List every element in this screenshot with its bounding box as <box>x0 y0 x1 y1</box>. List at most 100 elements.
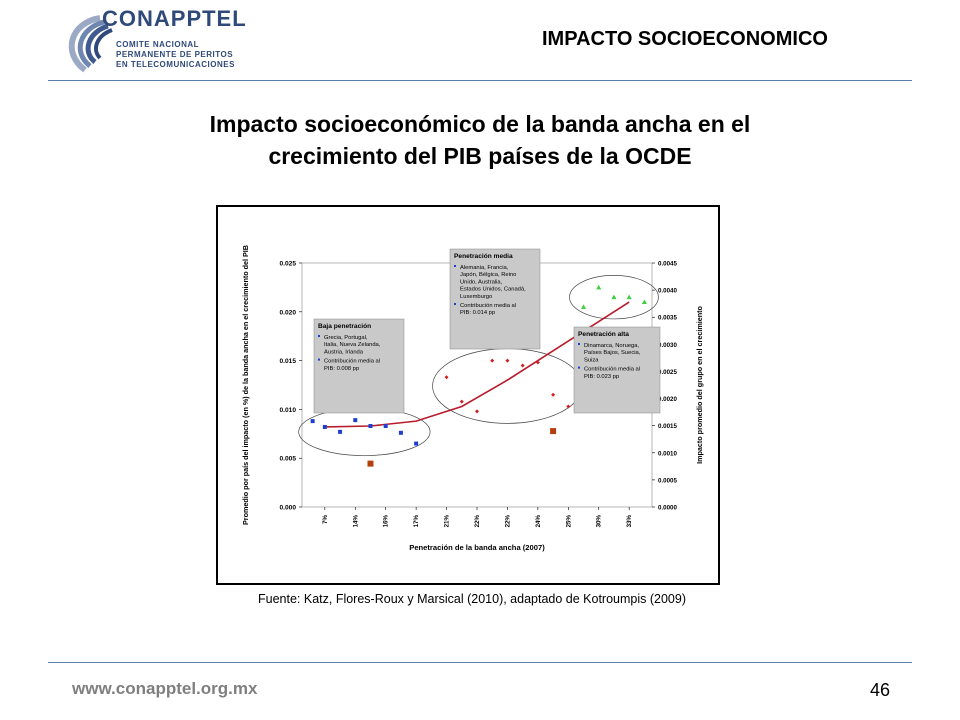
x-tick-label: 7% <box>322 515 329 524</box>
data-point <box>459 399 464 404</box>
bullet-icon <box>578 366 580 369</box>
y-tick-label: 0.020 <box>279 309 296 316</box>
y2-tick-label: 0.0025 <box>658 369 677 376</box>
data-point <box>444 375 449 380</box>
bullet-icon <box>454 303 456 305</box>
bullet-icon <box>318 335 320 337</box>
y2-tick-label: 0.0015 <box>658 423 677 430</box>
data-point <box>566 404 571 409</box>
page-number: 46 <box>870 680 891 700</box>
group-ellipse <box>298 407 431 456</box>
x-tick-label: 21% <box>444 515 451 528</box>
logo-line-3: EN TELECOMUNICACIONES <box>116 60 235 69</box>
annotation-text: Contribución media al <box>584 367 640 373</box>
source-note: Fuente: Katz, Flores-Roux y Marsical (20… <box>258 592 686 606</box>
annotation-text: PIB: 0.023 pp <box>584 374 619 380</box>
data-point <box>490 358 495 363</box>
annotation-text: Suiza <box>584 357 599 363</box>
data-point <box>551 392 556 397</box>
slide-title: Impacto socioeconómico de la banda ancha… <box>120 108 840 172</box>
data-point <box>626 294 632 300</box>
annotation-text: Japón, Bélgica, Reino <box>460 272 516 278</box>
y2-tick-label: 0.0040 <box>658 288 677 295</box>
data-point <box>338 429 343 434</box>
y-tick-label: 0.000 <box>279 505 296 512</box>
conapptel-logo <box>60 8 240 78</box>
data-point <box>641 299 647 305</box>
annotation-background <box>313 318 405 414</box>
annotation-text: Austria, Irlanda <box>324 349 364 355</box>
footer-url[interactable]: www.conapptel.org.mx <box>72 679 258 698</box>
data-point <box>322 424 327 429</box>
logo-swoosh-icon <box>68 15 113 73</box>
annotation-text: PIB: 0.008 pp <box>324 366 359 372</box>
data-point <box>596 284 602 290</box>
data-point <box>310 419 315 424</box>
y2-tick-label: 0.0045 <box>658 261 677 268</box>
x-tick-label: 25% <box>565 515 572 528</box>
annotation-text: Países Bajos, Suecia, <box>584 350 641 356</box>
y2-tick-label: 0.0020 <box>658 396 677 403</box>
annotation-background <box>449 248 541 350</box>
annotation-text: Alemania, Francia, <box>460 265 509 271</box>
x-tick-label: 22% <box>474 515 481 528</box>
y-tick-label: 0.005 <box>279 456 296 463</box>
y-tick-label: 0.015 <box>279 358 296 365</box>
y-tick-label: 0.025 <box>279 261 296 268</box>
group-average-point <box>550 428 557 435</box>
annotation-box: Penetración alta Dinamarca, Noruega,Paíse… <box>573 326 661 414</box>
data-point <box>611 294 617 300</box>
data-point <box>414 441 419 446</box>
data-point <box>535 360 540 365</box>
x-tick-label: 33% <box>626 515 633 528</box>
data-point <box>581 304 587 309</box>
annotation-text: Grecia, Portugal, <box>324 335 368 341</box>
header-divider <box>48 80 912 81</box>
annotation-title: Baja penetración <box>318 323 371 330</box>
section-title: IMPACTO SOCIOECONOMICO <box>542 28 828 50</box>
group-average-point <box>367 460 374 467</box>
bullet-icon <box>454 265 456 267</box>
data-point <box>353 418 358 423</box>
data-point <box>383 423 388 428</box>
data-point <box>520 363 525 368</box>
slide-title-line-2: crecimiento del PIB países de la OCDE <box>268 143 692 169</box>
y2-tick-label: 0.0005 <box>658 477 677 484</box>
y2-tick-label: 0.0035 <box>658 315 677 322</box>
annotation-box: Penetración media Alemania, Francia,Japón… <box>449 248 541 350</box>
annotation-box: Baja penetración Grecia, Portugal,Italia,… <box>313 318 405 414</box>
x-tick-label: 17% <box>413 515 420 528</box>
annotation-title: Penetración alta <box>578 331 629 338</box>
x-tick-label: 24% <box>535 515 542 528</box>
x-axis-label: Penetración de la banda ancha (2007) <box>409 543 545 552</box>
data-point <box>505 358 510 363</box>
data-point <box>475 409 479 414</box>
chart-frame: 0.000 0.005 0.010 0.015 0.020 0.025 0.0000 0.0… <box>216 205 720 585</box>
y-tick-label: 0.010 <box>279 407 296 414</box>
group-ellipse <box>569 275 659 320</box>
y-axis-label: Promedio por país del impacto (en %) de … <box>241 245 250 525</box>
annotation-text: Dinamarca, Noruega, <box>584 343 639 349</box>
annotation-text: Estados Unidos, Canadá, <box>460 287 526 293</box>
y2-tick-label: 0.0010 <box>658 450 677 457</box>
logo-line-1: COMITE NACIONAL <box>116 40 200 49</box>
x-tick-label: 14% <box>352 515 359 528</box>
annotation-text: PIB: 0.014 pp <box>460 310 495 316</box>
y2-tick-label: 0.0000 <box>658 505 677 512</box>
annotation-title: Penetración media <box>454 253 513 260</box>
annotation-text: Italia, Nueva Zelanda, <box>324 342 381 348</box>
x-tick-label: 16% <box>383 515 390 528</box>
data-point <box>398 430 403 435</box>
y2-axis-label: Impacto promedio del grupo en el crecimi… <box>695 306 704 464</box>
logo-line-2: PERMANENTE DE PERITOS <box>116 50 234 59</box>
annotation-text: Contribución media al <box>324 359 380 365</box>
slide-title-line-1: Impacto socioeconómico de la banda ancha… <box>209 111 751 137</box>
data-point <box>368 423 373 428</box>
footer-divider <box>48 662 912 663</box>
bullet-icon <box>318 358 320 361</box>
annotation-text: Luxemburgo <box>460 294 492 300</box>
logo-name: CONAPPTEL <box>102 6 247 31</box>
x-tick-label: 30% <box>596 515 603 528</box>
y2-tick-label: 0.0030 <box>658 342 677 349</box>
scatter-chart: 0.000 0.005 0.010 0.015 0.020 0.025 0.0000 0.0… <box>241 245 704 552</box>
